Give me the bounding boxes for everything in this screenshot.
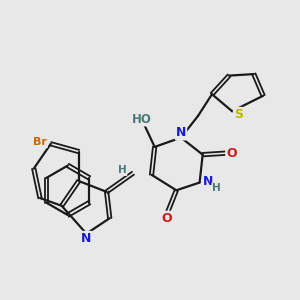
Text: S: S [234, 108, 243, 121]
Text: N: N [176, 127, 186, 140]
Text: O: O [162, 212, 172, 225]
Text: H: H [118, 165, 127, 175]
Text: Br: Br [33, 137, 47, 147]
Text: H: H [212, 183, 221, 193]
Text: N: N [81, 232, 92, 245]
Text: N: N [203, 176, 214, 188]
Text: O: O [226, 147, 237, 160]
Text: HO: HO [132, 112, 152, 125]
